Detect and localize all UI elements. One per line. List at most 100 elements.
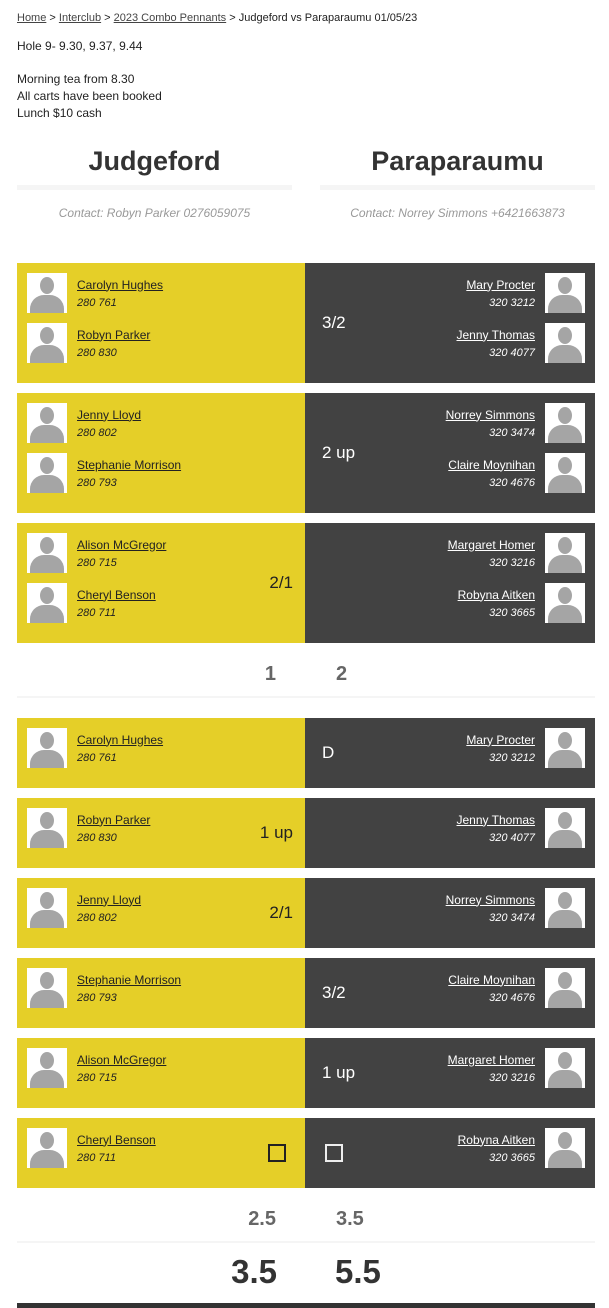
player-name-link[interactable]: Stephanie Morrison xyxy=(77,457,182,472)
match-row: Jenny Lloyd 280 802 2/1 Norrey Simmons 320 3… xyxy=(17,878,595,948)
player-name-link[interactable]: Robyna Aitken xyxy=(457,1132,535,1147)
player-number: 280 793 xyxy=(77,991,117,1004)
match-row: Robyn Parker 280 830 1 up Jenny Thomas 320 4… xyxy=(17,798,595,868)
player: Robyn Parker 280 830 xyxy=(27,808,305,848)
avatar-head xyxy=(40,1132,54,1149)
breadcrumb-interclub[interactable]: Interclub xyxy=(58,12,102,24)
avatar-head xyxy=(558,1132,572,1149)
player-number: 320 4077 xyxy=(489,346,535,359)
player-number: 280 830 xyxy=(77,346,117,359)
match-result: 1 up xyxy=(259,823,293,842)
team-headers: Judgeford Contact: Robyn Parker 02760590… xyxy=(17,146,595,220)
avatar-icon xyxy=(27,888,67,928)
avatar-body xyxy=(30,830,64,848)
player-number: 280 715 xyxy=(77,556,117,569)
player: Norrey Simmons 320 3474 xyxy=(305,888,585,928)
avatar-body xyxy=(548,295,582,313)
player: Margaret Homer 320 3216 xyxy=(305,533,585,573)
breadcrumb: Home > Interclub > 2023 Combo Pennants >… xyxy=(17,12,418,24)
away-subtotal: 3.5 xyxy=(336,1208,364,1230)
avatar-head xyxy=(558,972,572,989)
player-name-link[interactable]: Claire Moynihan xyxy=(448,972,535,987)
player-name-link[interactable]: Carolyn Hughes xyxy=(77,277,164,292)
avatar-head xyxy=(558,407,572,424)
player-name-link[interactable]: Carolyn Hughes xyxy=(77,732,164,747)
avatar-body xyxy=(30,475,64,493)
match-row: Carolyn Hughes 280 761 Robyn Parker 280 830… xyxy=(17,263,595,383)
match-result: 3/2 xyxy=(322,983,346,1002)
player-info: Norrey Simmons 320 3474 xyxy=(446,893,535,924)
player-name-link[interactable]: Norrey Simmons xyxy=(445,407,535,422)
player-name-link[interactable]: Robyn Parker xyxy=(77,327,151,342)
avatar-head xyxy=(558,277,572,294)
player-name-link[interactable]: Jenny Lloyd xyxy=(77,407,142,422)
avatar-icon xyxy=(27,1128,67,1168)
avatar-icon xyxy=(545,1128,585,1168)
player-name-link[interactable]: Cheryl Benson xyxy=(77,1132,156,1147)
player-number: 320 4077 xyxy=(489,831,535,844)
away-total: 5.5 xyxy=(335,1253,381,1290)
avatar-body xyxy=(30,555,64,573)
player-name-link[interactable]: Robyn Parker xyxy=(77,812,151,827)
avatar-body xyxy=(30,1150,64,1168)
player-info: Robyn Parker 280 830 xyxy=(77,328,150,359)
player-name-link[interactable]: Alison McGregor xyxy=(77,537,167,552)
avatar-head xyxy=(40,1052,54,1069)
player-info: Robyn Parker 280 830 xyxy=(77,813,150,844)
avatar-icon xyxy=(27,453,67,493)
player-number: 320 3474 xyxy=(489,426,535,439)
away-team: Paraparaumu Contact: Norrey Simmons +642… xyxy=(320,146,595,220)
home-side: Jenny Lloyd 280 802 Stephanie Morrison 280 … xyxy=(17,393,305,513)
player-info: Alison McGregor 280 715 xyxy=(77,538,166,569)
avatar-icon xyxy=(27,1048,67,1088)
player-name-link[interactable]: Jenny Thomas xyxy=(456,327,536,342)
avatar-head xyxy=(40,812,54,829)
match-row: Carolyn Hughes 280 761 Mary Procter 320 321… xyxy=(17,718,595,788)
player-name-link[interactable]: Stephanie Morrison xyxy=(77,972,182,987)
player-info: Alison McGregor 280 715 xyxy=(77,1053,166,1084)
avatar-body xyxy=(548,990,582,1008)
away-result-checkbox[interactable] xyxy=(325,1144,343,1162)
player-name-link[interactable]: Margaret Homer xyxy=(447,537,535,552)
away-side: Robyna Aitken 320 3665 xyxy=(305,1118,595,1188)
home-subtotal: 1 xyxy=(264,663,276,685)
player-info: Margaret Homer 320 3216 xyxy=(448,1053,535,1084)
avatar-body xyxy=(548,475,582,493)
avatar-body xyxy=(30,750,64,768)
player-info: Carolyn Hughes 280 761 xyxy=(77,733,163,764)
player-number: 280 715 xyxy=(77,1071,117,1084)
player-name-link[interactable]: Margaret Homer xyxy=(447,1052,535,1067)
player-name-link[interactable]: Jenny Lloyd xyxy=(77,892,142,907)
breadcrumb-combo-pennants[interactable]: 2023 Combo Pennants xyxy=(113,12,227,24)
avatar-head xyxy=(558,537,572,554)
avatar-icon xyxy=(545,968,585,1008)
player-name-link[interactable]: Mary Procter xyxy=(466,732,535,747)
player-number: 280 793 xyxy=(77,476,117,489)
breadcrumb-home[interactable]: Home xyxy=(17,12,47,24)
player: Margaret Homer 320 3216 xyxy=(305,1048,585,1088)
home-side: Stephanie Morrison 280 793 xyxy=(17,958,305,1028)
match-result: D xyxy=(322,743,335,762)
avatar-head xyxy=(40,327,54,344)
avatar-head xyxy=(40,537,54,554)
player-number: 320 3474 xyxy=(489,911,535,924)
home-result-checkbox[interactable] xyxy=(268,1144,286,1162)
player-name-link[interactable]: Robyna Aitken xyxy=(457,587,535,602)
player-info: Claire Moynihan 320 4676 xyxy=(448,973,535,1004)
player: Jenny Thomas 320 4077 xyxy=(305,808,585,848)
player-info: Jenny Thomas 320 4077 xyxy=(457,813,536,844)
avatar-icon xyxy=(27,273,67,313)
player-name-link[interactable]: Norrey Simmons xyxy=(445,892,535,907)
player-name-link[interactable]: Mary Procter xyxy=(466,277,535,292)
avatar-head xyxy=(40,407,54,424)
match-result: 2 up xyxy=(322,443,356,462)
player-name-link[interactable]: Jenny Thomas xyxy=(456,812,536,827)
player-name-link[interactable]: Cheryl Benson xyxy=(77,587,156,602)
player-name-link[interactable]: Claire Moynihan xyxy=(448,457,535,472)
avatar-body xyxy=(548,425,582,443)
away-subtotal: 2 xyxy=(336,663,348,685)
home-side: Robyn Parker 280 830 1 up xyxy=(17,798,305,868)
avatar-icon xyxy=(545,583,585,623)
player-name-link[interactable]: Alison McGregor xyxy=(77,1052,167,1067)
player: Cheryl Benson 280 711 xyxy=(27,583,305,623)
